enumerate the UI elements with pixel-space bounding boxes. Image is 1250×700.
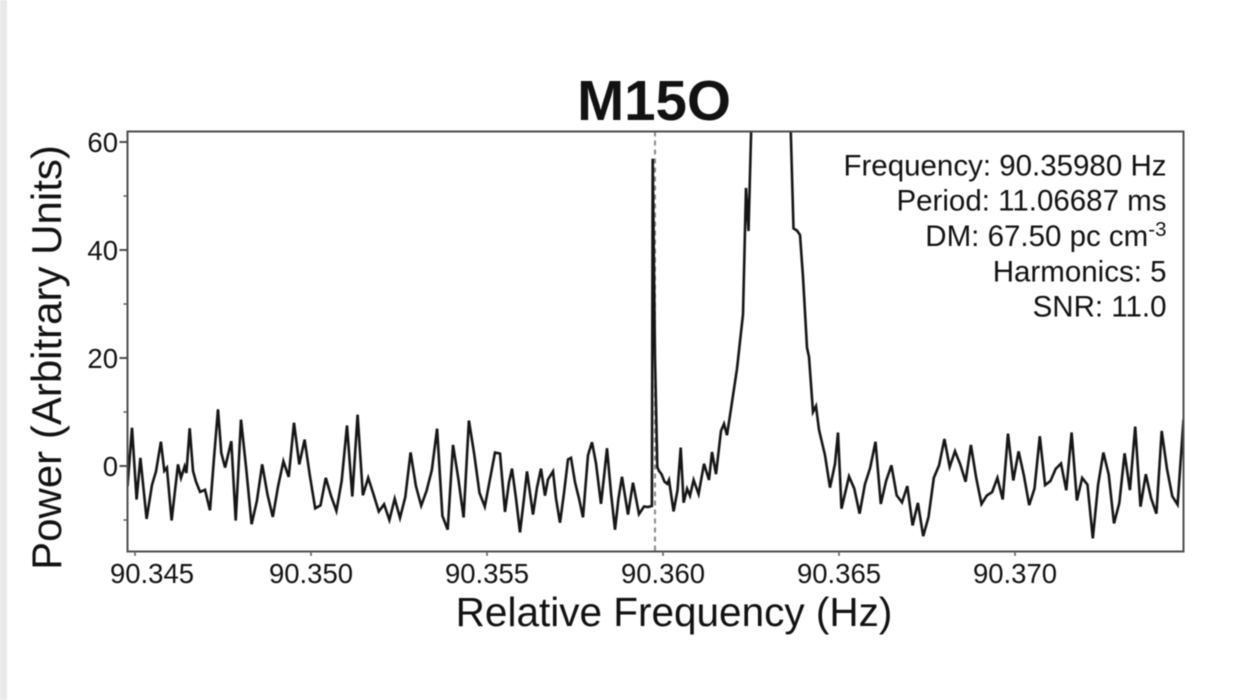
svg-text:90.350: 90.350 [269, 558, 353, 589]
svg-text:SNR: 11.0: SNR: 11.0 [1033, 290, 1167, 323]
svg-text:DM: 67.50 pc cm-3: DM: 67.50 pc cm-3 [925, 218, 1166, 253]
svg-text:Frequency: 90.35980 Hz: Frequency: 90.35980 Hz [843, 149, 1166, 182]
svg-text:90.345: 90.345 [110, 558, 194, 589]
svg-text:90.370: 90.370 [973, 558, 1057, 589]
svg-text:60: 60 [87, 127, 118, 158]
svg-text:Power (Arbitrary Units): Power (Arbitrary Units) [23, 145, 70, 570]
svg-text:Harmonics: 5: Harmonics: 5 [993, 255, 1167, 288]
svg-text:Period: 11.06687 ms: Period: 11.06687 ms [896, 185, 1166, 218]
svg-text:20: 20 [87, 343, 118, 374]
svg-text:90.355: 90.355 [445, 558, 529, 589]
svg-text:M15O: M15O [577, 69, 731, 132]
svg-text:Relative Frequency (Hz): Relative Frequency (Hz) [456, 589, 893, 635]
svg-text:0: 0 [103, 451, 118, 482]
svg-text:90.360: 90.360 [621, 558, 705, 589]
svg-text:40: 40 [87, 235, 118, 266]
svg-text:90.365: 90.365 [797, 558, 881, 589]
